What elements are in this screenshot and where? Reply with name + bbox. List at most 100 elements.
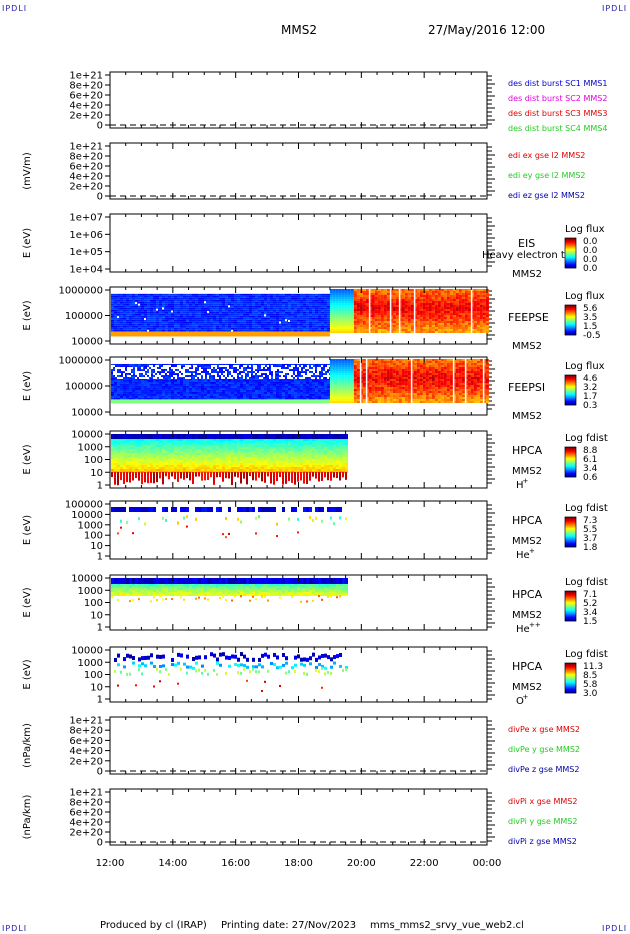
panel-1-legend-1: edi ey gse l2 MMS2 bbox=[508, 171, 586, 180]
panel-3-spectrogram-cell bbox=[138, 325, 141, 328]
panel-4-spectrogram-cell bbox=[341, 361, 345, 363]
panel-3-spectrogram-cell bbox=[111, 301, 114, 304]
panel-4-spectrogram-cell bbox=[207, 383, 210, 386]
panel-3-spectrogram-cell bbox=[425, 291, 429, 293]
panel-3-spectrogram-cell bbox=[240, 303, 243, 306]
panel-3-spectrogram-cell bbox=[392, 331, 396, 333]
panel-3-spectrogram-cell bbox=[312, 293, 315, 296]
panel-3-spectrogram-cell bbox=[234, 299, 237, 302]
panel-3-spectrogram-cell bbox=[159, 323, 162, 326]
panel-3-spectrogram-cell bbox=[195, 301, 198, 304]
panel-3-spectrogram-cell bbox=[410, 325, 414, 327]
panel-3-spectrogram-cell bbox=[141, 309, 144, 312]
panel-4-spectrogram-cell bbox=[332, 377, 336, 379]
panel-3-spectrogram-cell bbox=[374, 305, 378, 307]
panel-4-sparse-cell bbox=[235, 375, 237, 377]
panel-3-spectrogram-cell bbox=[401, 299, 405, 301]
panel-3-spectrogram-cell bbox=[407, 295, 411, 297]
panel-3-spectrogram-cell bbox=[213, 329, 216, 332]
panel-4-spectrogram-cell bbox=[180, 385, 183, 388]
panel-4-spectrogram-cell bbox=[300, 387, 303, 390]
panel-4-sparse-cell bbox=[157, 373, 159, 375]
panel-4-spectrogram-cell bbox=[362, 383, 366, 385]
panel-3-spectrogram-cell bbox=[255, 293, 258, 296]
panel-3-colorbar-cell bbox=[565, 333, 576, 335]
panel-3-spectrogram-cell bbox=[294, 323, 297, 326]
panel-3-spectrogram-cell bbox=[126, 305, 129, 308]
panel-4-spectrogram-cell bbox=[294, 375, 297, 378]
panel-3-spectrogram-cell bbox=[141, 293, 144, 296]
panel-4-spectrogram-cell bbox=[255, 363, 258, 366]
panel-3-spectrogram-cell bbox=[228, 323, 231, 326]
panel-3-spectrogram-cell bbox=[258, 315, 261, 318]
panel-3-spectrogram-cell bbox=[386, 303, 390, 305]
panel-3-spectrogram-cell bbox=[434, 297, 438, 299]
panel-4-spectrogram-cell bbox=[356, 395, 360, 397]
panel-3-spectrogram-cell bbox=[156, 311, 159, 314]
panel-3-spectrogram-cell bbox=[162, 295, 165, 298]
panel-4-spectrogram-cell bbox=[335, 373, 339, 375]
panel-3-spectrogram-cell bbox=[482, 315, 486, 317]
panel-3-spectrogram-cell bbox=[138, 319, 141, 322]
panel-4-spectrogram-cell bbox=[222, 385, 225, 388]
panel-3-spectrogram-cell bbox=[473, 299, 477, 301]
panel-3-spectrogram-cell bbox=[452, 307, 456, 309]
panel-3-spectrogram-cell bbox=[147, 325, 150, 328]
panel-4-spectrogram-cell bbox=[219, 377, 222, 380]
panel-3-spectrogram-cell bbox=[452, 319, 456, 321]
panel-3-spectrogram-cell bbox=[335, 297, 339, 299]
panel-4-spectrogram-cell bbox=[285, 377, 288, 380]
panel-3-spectrogram-cell bbox=[222, 329, 225, 332]
panel-3-spectrogram-cell bbox=[291, 303, 294, 306]
panel-3-spectrogram-cell bbox=[138, 305, 141, 308]
panel-4-sparse-cell bbox=[175, 375, 177, 377]
panel-4-spectrogram-cell bbox=[147, 381, 150, 384]
panel-4-spectrogram-cell bbox=[144, 367, 147, 370]
panel-3-colorbar-cell bbox=[565, 325, 576, 327]
panel-4-spectrogram-cell bbox=[210, 395, 213, 398]
panel-3-spectrogram-cell bbox=[416, 325, 420, 327]
panel-4-spectrogram-cell bbox=[129, 389, 132, 392]
panel-4-spectrogram-cell bbox=[120, 395, 123, 398]
panel-3-spectrogram-cell bbox=[270, 319, 273, 322]
panel-3-spectrogram-cell bbox=[264, 309, 267, 312]
panel-4-spectrogram-cell bbox=[338, 371, 342, 373]
panel-4-spectrogram-cell bbox=[222, 363, 225, 366]
panel-3-spectrogram-cell bbox=[114, 317, 117, 320]
panel-3-spectrogram-cell bbox=[440, 319, 444, 321]
panel-3-spectrogram-cell bbox=[141, 301, 144, 304]
panel-1-ytick-label: 0 bbox=[97, 192, 103, 203]
panel-3-spectrogram-cell bbox=[464, 297, 468, 299]
panel-4-spectrogram-cell bbox=[132, 395, 135, 398]
panel-3-spectrogram-cell bbox=[452, 289, 456, 291]
panel-3-spectrogram-cell bbox=[371, 313, 375, 315]
panel-3-spectrogram-cell bbox=[446, 305, 450, 307]
panel-4-spectrogram-cell bbox=[341, 381, 345, 383]
panel-3-spectrogram-cell bbox=[171, 293, 174, 296]
panel-3-spectrogram-cell bbox=[285, 295, 288, 298]
panel-4-spectrogram-cell bbox=[324, 385, 327, 388]
panel-4-spectrogram-cell bbox=[249, 371, 252, 374]
panel-3-spectrogram-cell bbox=[129, 327, 132, 330]
panel-3-gap-cell bbox=[144, 318, 146, 321]
panel-4-spectrogram-cell bbox=[183, 381, 186, 384]
panel-4-spectrogram-cell bbox=[195, 363, 198, 366]
panel-4-spectrogram-cell bbox=[249, 389, 252, 392]
panel-4-spectrogram-cell bbox=[126, 383, 129, 386]
panel-3-spectrogram-cell bbox=[395, 319, 399, 321]
panel-3-spectrogram-cell bbox=[297, 317, 300, 320]
panel-4-sparse-cell bbox=[165, 365, 167, 367]
panel-3-spectrogram-cell bbox=[329, 301, 333, 303]
panel-4-spectrogram-cell bbox=[234, 391, 237, 394]
panel-3-spectrogram-cell bbox=[327, 325, 330, 328]
panel-3-spectrogram-cell bbox=[138, 311, 141, 314]
panel-3-spectrogram-cell bbox=[425, 327, 429, 329]
panel-4-spectrogram-cell bbox=[156, 397, 159, 400]
panel-3-spectrogram-cell bbox=[312, 301, 315, 304]
panel-4-spectrogram-cell bbox=[162, 381, 165, 384]
panel-4-spectrogram-cell bbox=[309, 385, 312, 388]
panel-3-spectrogram-cell bbox=[473, 321, 477, 323]
panel-4-spectrogram-cell bbox=[243, 397, 246, 400]
panel-3-spectrogram-cell bbox=[162, 321, 165, 324]
panel-3-spectrogram-cell bbox=[315, 293, 318, 296]
